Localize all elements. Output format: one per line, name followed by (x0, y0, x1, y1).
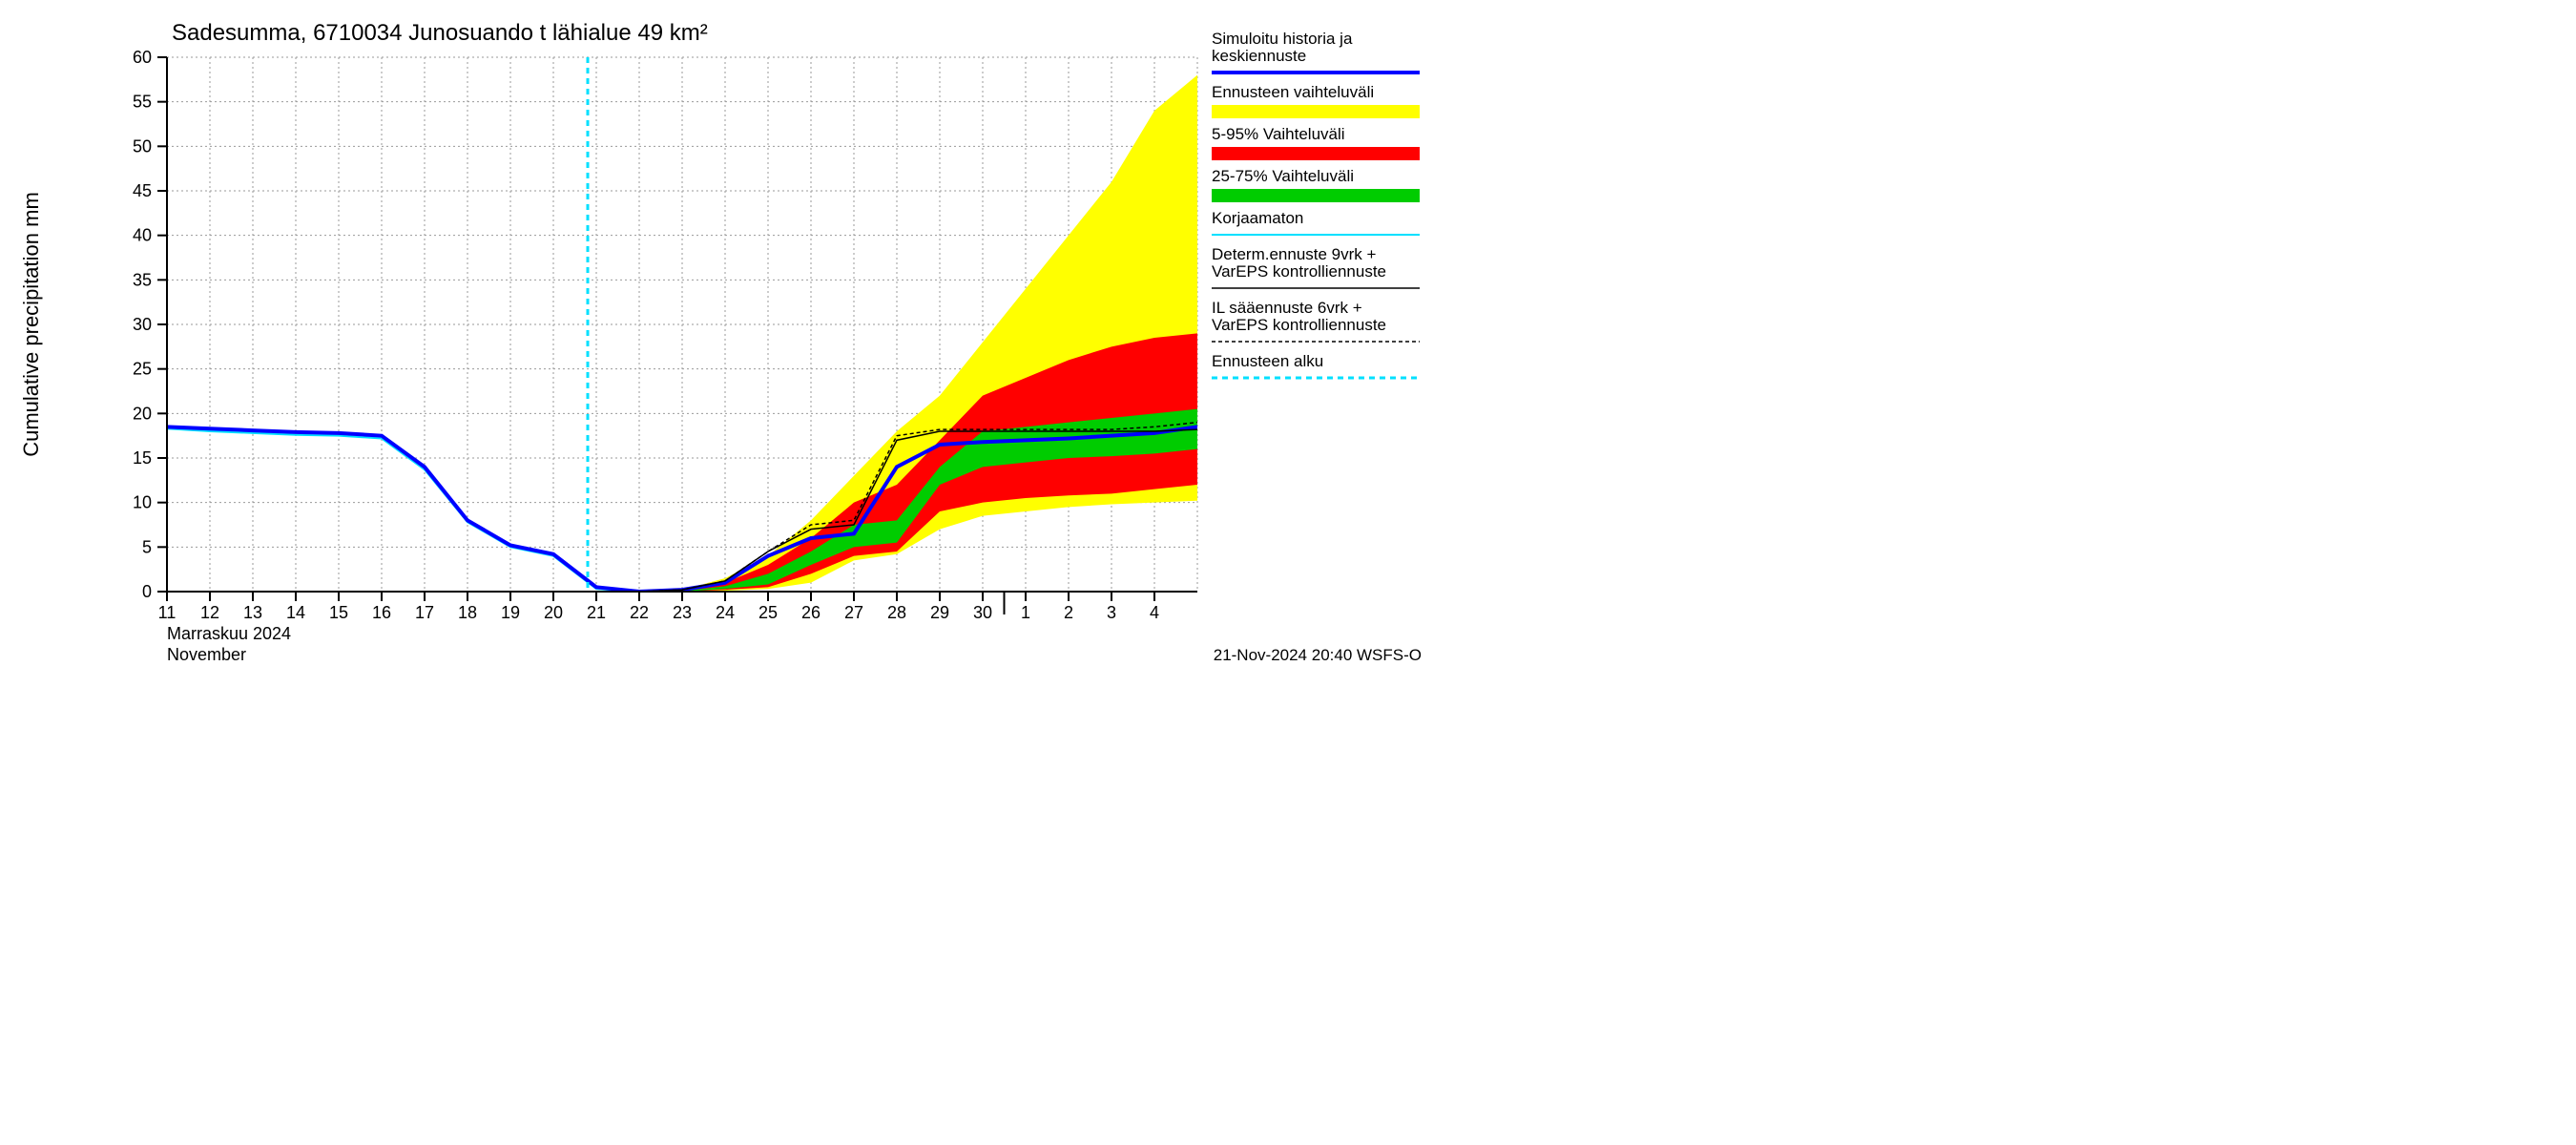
svg-text:55: 55 (133, 93, 152, 112)
svg-text:15: 15 (329, 603, 348, 622)
svg-text:2: 2 (1064, 603, 1073, 622)
svg-text:60: 60 (133, 48, 152, 67)
svg-text:1: 1 (1021, 603, 1030, 622)
legend-swatch (1212, 105, 1420, 118)
legend-swatch (1212, 147, 1420, 160)
svg-text:20: 20 (544, 603, 563, 622)
month-label-1: Marraskuu 2024 (167, 624, 291, 643)
svg-text:13: 13 (243, 603, 262, 622)
svg-text:50: 50 (133, 136, 152, 156)
legend-label: Ennusteen alku (1212, 352, 1323, 370)
legend-label: Determ.ennuste 9vrk + (1212, 245, 1377, 263)
legend: Simuloitu historia jakeskiennuste Ennuste… (1212, 30, 1420, 378)
svg-text:17: 17 (415, 603, 434, 622)
legend-label: VarEPS kontrolliennuste (1212, 316, 1386, 334)
svg-text:29: 29 (930, 603, 949, 622)
svg-text:30: 30 (973, 603, 992, 622)
svg-text:25: 25 (758, 603, 778, 622)
svg-text:16: 16 (372, 603, 391, 622)
svg-text:5: 5 (142, 537, 152, 556)
svg-text:22: 22 (630, 603, 649, 622)
svg-text:0: 0 (142, 582, 152, 601)
y-axis-label: Cumulative precipitation mm (19, 192, 43, 457)
svg-text:25: 25 (133, 360, 152, 379)
svg-text:20: 20 (133, 404, 152, 423)
legend-label: Simuloitu historia ja (1212, 30, 1353, 48)
legend-label: VarEPS kontrolliennuste (1212, 262, 1386, 281)
svg-text:18: 18 (458, 603, 477, 622)
svg-text:19: 19 (501, 603, 520, 622)
chart-title: Sadesumma, 6710034 Junosuando t lähialue… (172, 20, 708, 46)
svg-text:12: 12 (200, 603, 219, 622)
legend-label: Ennusteen vaihteluväli (1212, 83, 1374, 101)
chart-svg: 0510152025303540455055601112131415161718… (0, 0, 1431, 668)
svg-text:28: 28 (887, 603, 906, 622)
month-label-2: November (167, 645, 246, 664)
svg-text:45: 45 (133, 181, 152, 200)
svg-text:14: 14 (286, 603, 305, 622)
svg-text:27: 27 (844, 603, 863, 622)
legend-label: IL sääennuste 6vrk + (1212, 299, 1362, 317)
svg-text:26: 26 (801, 603, 821, 622)
legend-label: Korjaamaton (1212, 209, 1303, 227)
svg-text:24: 24 (716, 603, 735, 622)
svg-text:4: 4 (1150, 603, 1159, 622)
svg-text:21: 21 (587, 603, 606, 622)
svg-text:35: 35 (133, 270, 152, 289)
svg-text:30: 30 (133, 315, 152, 334)
legend-label: 5-95% Vaihteluväli (1212, 125, 1345, 143)
svg-text:10: 10 (133, 493, 152, 512)
legend-label: 25-75% Vaihteluväli (1212, 167, 1354, 185)
timestamp-label: 21-Nov-2024 20:40 WSFS-O (1214, 646, 1422, 664)
svg-text:23: 23 (673, 603, 692, 622)
legend-swatch (1212, 189, 1420, 202)
chart-container: 0510152025303540455055601112131415161718… (0, 0, 1431, 668)
legend-label: keskiennuste (1212, 47, 1306, 65)
svg-text:11: 11 (158, 603, 177, 622)
svg-text:3: 3 (1107, 603, 1116, 622)
svg-text:15: 15 (133, 448, 152, 468)
svg-text:40: 40 (133, 226, 152, 245)
